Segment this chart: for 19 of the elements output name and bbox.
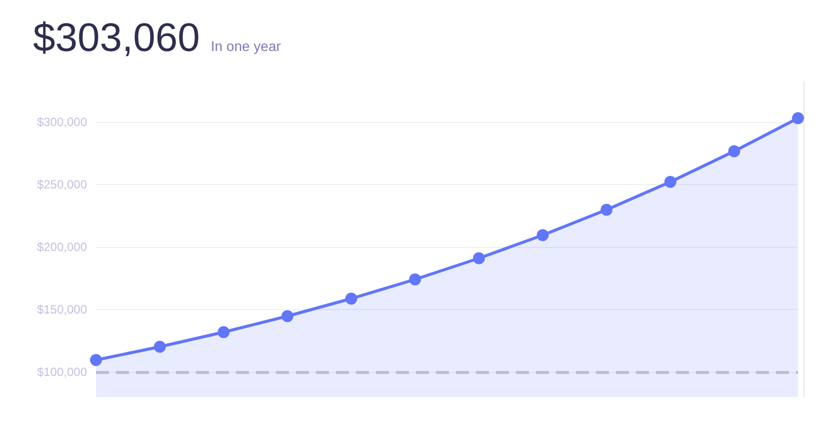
chart-subtitle: In one year <box>210 37 281 56</box>
y-tick-label: $100,000 <box>36 365 88 379</box>
point <box>90 354 102 366</box>
point <box>409 273 422 286</box>
point <box>281 310 294 322</box>
point <box>728 145 740 158</box>
point <box>472 252 485 264</box>
point <box>218 326 230 338</box>
y-tick-label: $200,000 <box>36 240 88 254</box>
point <box>792 112 804 124</box>
point <box>345 292 358 305</box>
y-tick-label: $250,000 <box>36 178 88 192</box>
point <box>154 340 166 353</box>
point <box>600 204 613 216</box>
y-tick-label: $150,000 <box>36 302 88 316</box>
point <box>664 176 676 188</box>
chart-title: $303,060 <box>33 15 200 62</box>
point <box>536 229 549 242</box>
y-tick-label: $300,000 <box>36 115 88 129</box>
